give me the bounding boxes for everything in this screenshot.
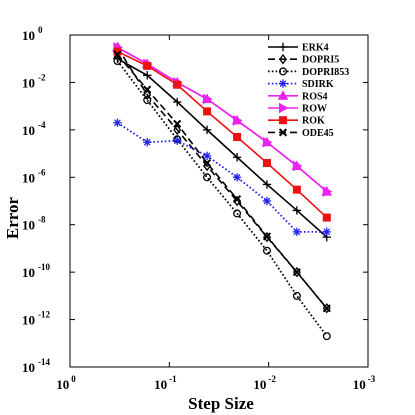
legend-label-dopri853: DOPRI853 <box>302 67 349 78</box>
data-point-row <box>233 115 243 126</box>
data-point-dopri853 <box>143 96 152 105</box>
data-point-row <box>292 160 303 172</box>
y-tick-label: 10 0 <box>22 25 43 43</box>
data-point-ode45 <box>113 50 122 59</box>
data-point-sdirk <box>292 227 302 237</box>
data-point-dopri5 <box>233 195 242 207</box>
series-line-rok <box>117 50 328 219</box>
data-point-ode45 <box>262 232 272 241</box>
plot-area <box>69 34 369 368</box>
y-tick-label: 10 -12 <box>22 310 50 328</box>
data-point-rok <box>233 132 242 142</box>
data-point-ode45 <box>143 85 152 94</box>
data-point-ode45 <box>292 268 301 277</box>
legend-marker-ros4 <box>277 90 289 100</box>
legend-marker-rok <box>278 116 288 125</box>
legend-marker-sdirk <box>278 79 288 88</box>
legend-label-rok: ROK <box>302 116 325 127</box>
data-point-rok <box>143 61 152 70</box>
y-tick-label: 10 -2 <box>22 72 46 90</box>
y-tick-label: 10 -10 <box>22 262 50 280</box>
legend-marker-row <box>278 102 289 114</box>
data-point-sdirk <box>173 136 182 145</box>
legend-label-row: ROW <box>302 104 327 115</box>
data-point-dopri853 <box>292 291 301 300</box>
data-point-rok <box>173 80 182 89</box>
x-tick-label: 10 0 <box>56 374 76 392</box>
legend-label-sdirk: SDIRK <box>302 79 334 90</box>
data-point-sdirk <box>143 138 152 147</box>
series-line-erk4 <box>117 58 328 238</box>
data-point-dopri5 <box>173 124 182 136</box>
data-point-rok <box>203 107 212 116</box>
x-tick-label: 10 -2 <box>253 374 276 392</box>
data-point-erk4 <box>143 71 152 80</box>
y-tick-label: 10 -6 <box>22 167 46 185</box>
y-axis-title: Error <box>3 196 22 239</box>
y-tick-label: 10 -8 <box>22 215 46 233</box>
axes: 10 0 10 -1 10 -2 10 -3 10 0 10 -2 10 -4 10 -6 10 -8 10 -10 1… <box>22 25 376 392</box>
data-point-ode45 <box>233 195 242 204</box>
data-point-erk4 <box>202 125 212 135</box>
legend-label-ros4: ROS4 <box>302 91 328 102</box>
y-tick-label: 10 -4 <box>22 120 46 138</box>
legend-marker-ode45 <box>278 128 288 137</box>
data-point-erk4 <box>262 180 272 189</box>
data-point-sdirk <box>113 118 122 127</box>
legend-marker-erk4 <box>278 42 288 52</box>
data-point-dopri853 <box>113 57 122 66</box>
data-point-sdirk <box>262 196 272 206</box>
data-point-rok <box>292 185 301 194</box>
plot-frame <box>69 34 369 368</box>
series-line-dopri853 <box>116 60 328 337</box>
data-point-sdirk <box>232 173 242 182</box>
legend-label-ode45: ODE45 <box>302 128 334 139</box>
data-point-dopri853 <box>233 209 242 218</box>
data-point-row <box>322 186 333 197</box>
series-markers <box>112 41 333 341</box>
x-tick-label: 10 -1 <box>154 374 177 392</box>
series-line-sdirk <box>116 121 327 233</box>
series-line-dopri5 <box>116 46 328 309</box>
data-point-dopri5 <box>143 89 152 101</box>
data-point-ode45 <box>202 158 212 168</box>
legend-label-dopri5: DOPRI5 <box>302 55 339 66</box>
data-point-ode45 <box>322 304 331 313</box>
series-line-row <box>117 46 328 193</box>
data-point-erk4 <box>232 153 242 162</box>
data-point-dopri853 <box>322 332 331 341</box>
series-lines <box>116 46 328 337</box>
y-tick-label: 10 -14 <box>22 357 50 375</box>
legend-marker-dopri853 <box>278 67 288 76</box>
data-point-sdirk <box>322 227 331 237</box>
data-point-dopri853 <box>203 173 212 182</box>
legend-marker-dopri5 <box>279 53 287 65</box>
x-tick-label: 10 -3 <box>353 374 376 392</box>
data-point-sdirk <box>202 151 212 161</box>
data-point-row <box>262 136 273 148</box>
data-point-erk4 <box>292 206 302 215</box>
data-point-dopri853 <box>262 246 271 255</box>
x-axis-title: Step Size <box>188 394 254 413</box>
data-point-rok <box>262 158 271 168</box>
data-point-rok <box>322 213 331 222</box>
data-point-erk4 <box>173 97 182 107</box>
data-point-row <box>203 93 213 105</box>
legend-label-erk4: ERK4 <box>302 43 329 54</box>
data-point-ode45 <box>173 119 182 128</box>
